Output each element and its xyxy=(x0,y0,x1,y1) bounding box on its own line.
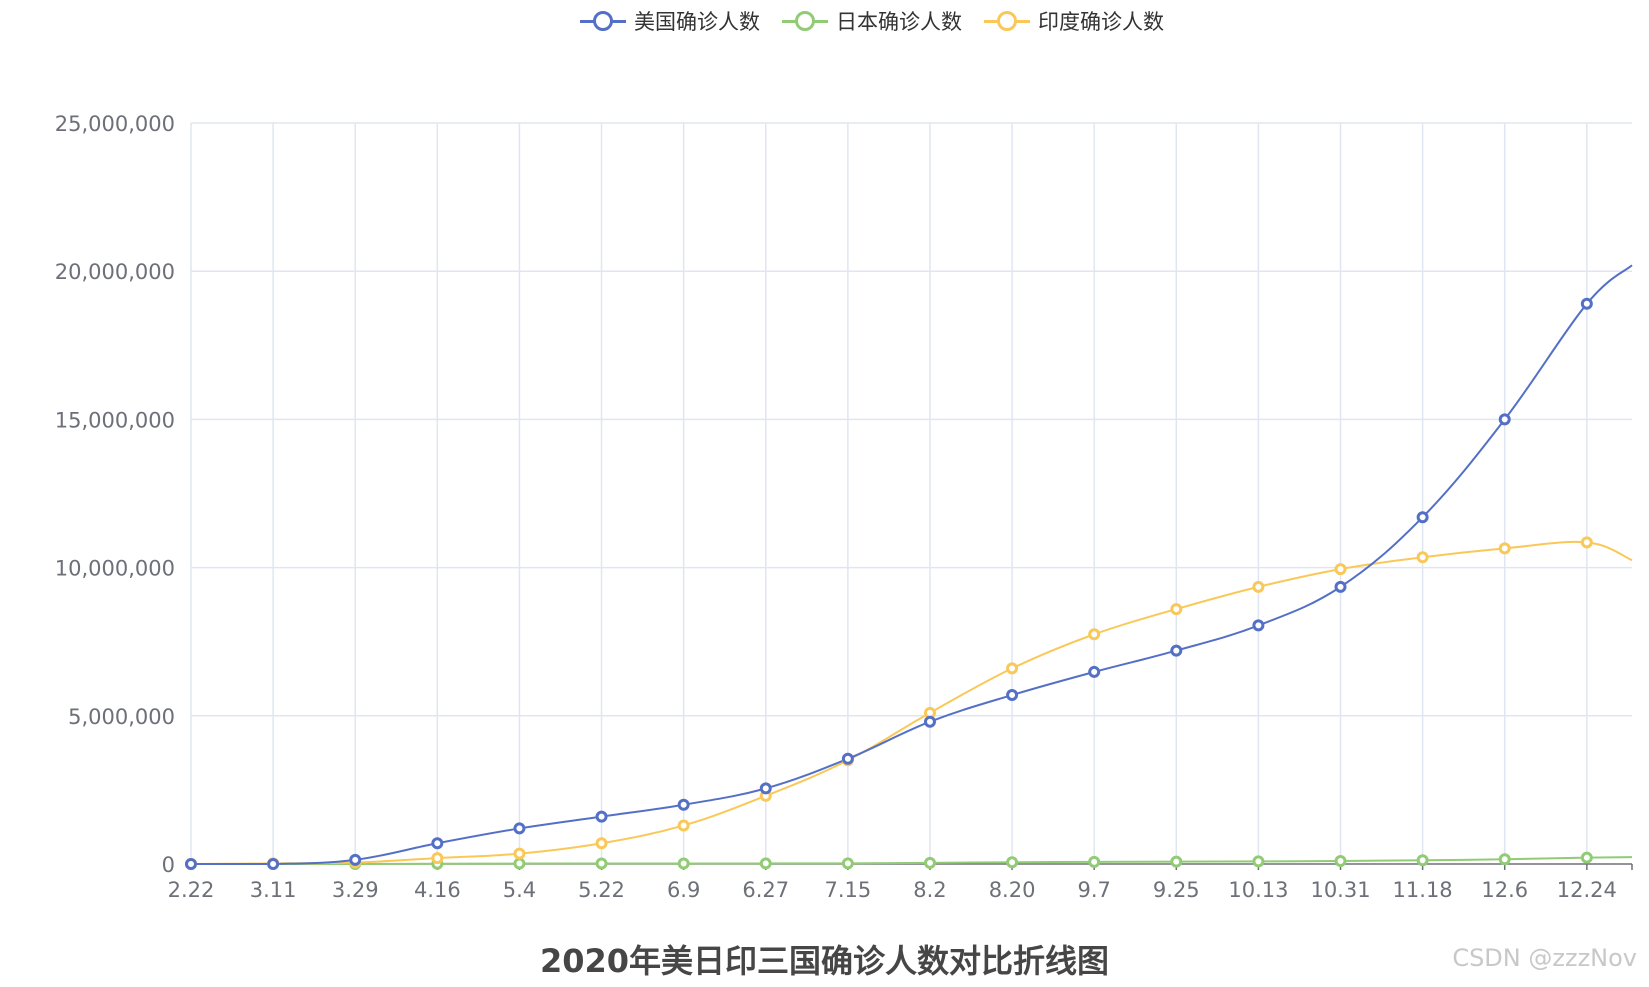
data-point[interactable] xyxy=(1252,855,1265,868)
x-tick-label: 11.18 xyxy=(1393,878,1453,902)
x-tick-label: 5.22 xyxy=(578,878,625,902)
data-point[interactable] xyxy=(513,847,526,860)
data-point[interactable] xyxy=(923,856,936,869)
data-point[interactable] xyxy=(185,858,197,870)
data-point[interactable] xyxy=(677,798,690,811)
series-line xyxy=(190,264,1633,866)
x-tick-label: 10.31 xyxy=(1310,878,1370,902)
x-tick-label: 9.7 xyxy=(1077,878,1110,902)
x-tick-label: 6.9 xyxy=(667,878,700,902)
data-point[interactable] xyxy=(923,715,936,728)
x-tick-label: 8.20 xyxy=(989,878,1036,902)
data-point[interactable] xyxy=(1088,665,1101,678)
data-point[interactable] xyxy=(841,752,854,765)
data-point[interactable] xyxy=(759,782,772,795)
legend-label-japan: 日本确诊人数 xyxy=(836,10,962,34)
watermark: CSDN @zzzNov xyxy=(1452,944,1637,972)
x-tick-label: 12.6 xyxy=(1481,878,1528,902)
data-point[interactable] xyxy=(513,857,526,870)
x-tick-label: 10.13 xyxy=(1228,878,1288,902)
data-point[interactable] xyxy=(1416,551,1429,564)
y-tick-label: 25,000,000 xyxy=(55,112,175,136)
data-point[interactable] xyxy=(513,822,526,835)
data-point[interactable] xyxy=(1088,628,1101,641)
data-point[interactable] xyxy=(1498,542,1511,555)
legend: 美国确诊人数 日本确诊人数 印度确诊人数 xyxy=(580,6,1164,36)
x-tick-label: 8.2 xyxy=(913,878,946,902)
x-tick-label: 5.4 xyxy=(503,878,536,902)
legend-item-india[interactable]: 印度确诊人数 xyxy=(984,6,1164,36)
data-point[interactable] xyxy=(1006,662,1019,675)
y-tick-label: 5,000,000 xyxy=(68,705,175,729)
data-point[interactable] xyxy=(1580,536,1593,549)
legend-marker-japan xyxy=(782,9,828,33)
data-point[interactable] xyxy=(1416,511,1429,524)
data-point[interactable] xyxy=(1416,854,1429,867)
data-point[interactable] xyxy=(1498,413,1511,426)
data-point[interactable] xyxy=(1170,603,1183,616)
data-point[interactable] xyxy=(1580,851,1593,864)
x-tick-label: 7.15 xyxy=(824,878,871,902)
data-point[interactable] xyxy=(1252,580,1265,593)
x-tick-label: 4.16 xyxy=(414,878,461,902)
data-point[interactable] xyxy=(1334,855,1347,868)
data-point[interactable] xyxy=(1580,297,1593,310)
data-point[interactable] xyxy=(1334,563,1347,576)
data-point[interactable] xyxy=(431,837,444,850)
data-point[interactable] xyxy=(595,857,608,870)
data-point[interactable] xyxy=(1252,619,1265,632)
data-point[interactable] xyxy=(595,810,608,823)
data-point[interactable] xyxy=(677,819,690,832)
x-tick-label: 12.24 xyxy=(1557,878,1617,902)
series-line xyxy=(190,540,1633,865)
legend-item-us[interactable]: 美国确诊人数 xyxy=(580,6,760,36)
y-tick-label: 15,000,000 xyxy=(55,408,175,432)
legend-label-us: 美国确诊人数 xyxy=(634,10,760,34)
data-point[interactable] xyxy=(431,852,444,865)
data-point[interactable] xyxy=(1498,853,1511,866)
legend-marker-us xyxy=(580,9,626,33)
chart-title: 2020年美日印三国确诊人数对比折线图 xyxy=(539,942,1110,980)
data-point[interactable] xyxy=(759,857,772,870)
data-point[interactable] xyxy=(595,837,608,850)
legend-marker-india xyxy=(984,9,1030,33)
y-tick-label: 20,000,000 xyxy=(55,260,175,284)
data-point[interactable] xyxy=(267,858,280,870)
y-tick-label: 10,000,000 xyxy=(55,557,175,581)
x-tick-label: 2.22 xyxy=(168,878,215,902)
y-tick-label: 0 xyxy=(162,853,175,877)
data-point[interactable] xyxy=(841,857,854,870)
data-point[interactable] xyxy=(349,853,362,866)
x-tick-label: 9.25 xyxy=(1153,878,1200,902)
x-tick-label: 3.11 xyxy=(250,878,297,902)
legend-item-japan[interactable]: 日本确诊人数 xyxy=(782,6,962,36)
data-point[interactable] xyxy=(1334,580,1347,593)
data-point[interactable] xyxy=(1088,855,1101,868)
data-point[interactable] xyxy=(677,857,690,870)
legend-label-india: 印度确诊人数 xyxy=(1038,10,1164,34)
x-tick-label: 6.27 xyxy=(742,878,789,902)
data-point[interactable] xyxy=(1170,644,1183,657)
data-point[interactable] xyxy=(1170,855,1183,868)
data-point[interactable] xyxy=(1006,689,1019,702)
x-tick-label: 3.29 xyxy=(332,878,379,902)
data-point[interactable] xyxy=(1006,856,1019,869)
